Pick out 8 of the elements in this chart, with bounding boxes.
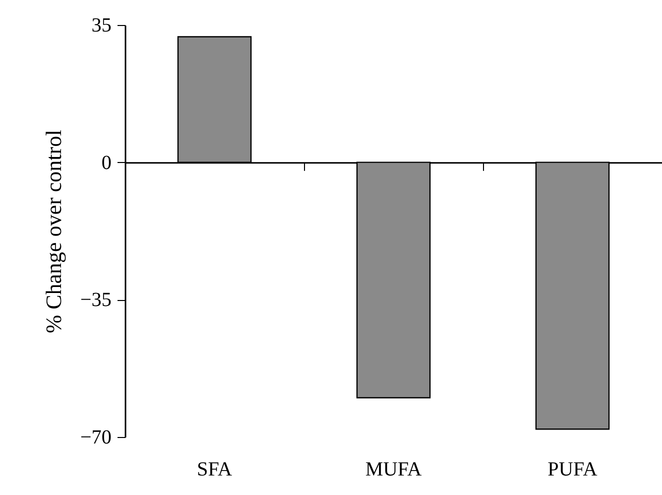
y-tick-label: −35 xyxy=(80,289,112,312)
y-tick-label: 0 xyxy=(102,152,112,174)
y-tick-label: −70 xyxy=(80,426,112,448)
y-axis-title: % Change over control xyxy=(41,130,66,334)
x-tick-label: SFA xyxy=(196,458,233,480)
x-tick-label: MUFA xyxy=(365,458,422,480)
y-tick-label: 35 xyxy=(92,14,112,36)
x-tick-label: PUFA xyxy=(548,458,598,480)
